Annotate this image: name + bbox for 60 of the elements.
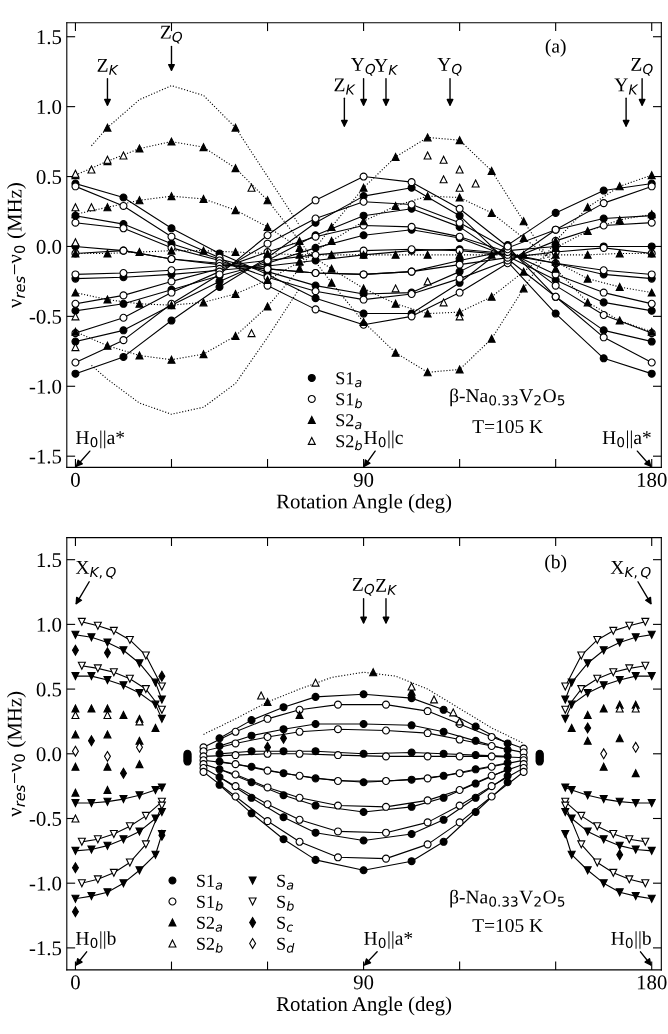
y-tick-label: 1.5 xyxy=(37,553,62,568)
legend-label: S2$_{a}$ xyxy=(197,916,223,932)
x-tick-label: 180 xyxy=(637,975,667,990)
y-axis-title: ν$_{res}$−ν$_{0}$ (MHz) xyxy=(7,183,26,309)
y-tick-label: -0.5 xyxy=(29,309,62,324)
legend-label: S$_{c}$ xyxy=(277,916,294,932)
annotation: Z$_{Q}$ xyxy=(160,25,183,44)
annotation: Y$_{K}$ xyxy=(374,58,399,75)
legend-label: S$_{d}$ xyxy=(277,937,295,953)
annotation: H$_{0}$||a* xyxy=(76,430,125,449)
legend-label: S2$_{b}$ xyxy=(197,937,223,953)
annotation: H$_{0}$||a* xyxy=(364,931,413,949)
y-tick-label: -0.5 xyxy=(29,811,62,827)
y-tick-label: 1.5 xyxy=(37,30,62,45)
x-tick-label: 90 xyxy=(353,975,374,990)
x-tick-label: 90 xyxy=(353,472,374,487)
legend-label: S2$_{a}$ xyxy=(336,414,362,430)
x-tick-label: 0 xyxy=(71,975,80,990)
annotation: Z$_{Q}$ xyxy=(631,57,653,76)
annotation: (b) xyxy=(545,554,567,573)
annotation: β-Na$_{0.33}$V$_{2}$O$_{5}$ xyxy=(450,889,565,908)
y-tick-label: -1.5 xyxy=(29,941,62,956)
legend-label: S1$_{a}$ xyxy=(197,874,223,890)
x-tick-label: 180 xyxy=(637,472,667,487)
y-tick-label: 0.0 xyxy=(36,239,62,254)
annotation: Z$_{K}$ xyxy=(97,58,119,75)
legend-label: S1$_{b}$ xyxy=(336,393,362,409)
annotation: Y$_{K}$ xyxy=(614,78,639,95)
x-tick-label: 0 xyxy=(71,472,80,487)
annotation: H$_{0}$||b xyxy=(76,931,116,949)
annotation: X$_{K,Q}$ xyxy=(75,561,116,579)
y-tick-label: 0.5 xyxy=(36,682,62,697)
x-axis-title: Rotation Angle (deg) xyxy=(276,996,452,1016)
legend-label: S$_{b}$ xyxy=(277,895,294,911)
annotation: β-Na$_{0.33}$V$_{2}$O$_{5}$ xyxy=(450,388,565,407)
annotation: H$_{0}$||a* xyxy=(602,430,651,449)
y-tick-label: -1.0 xyxy=(29,876,62,891)
legend-label: S$_{a}$ xyxy=(277,874,294,890)
annotation: Z$_{Q}$ xyxy=(352,578,375,596)
annotation: Y$_{Q}$ xyxy=(350,57,376,76)
y-tick-label: 0.5 xyxy=(36,169,62,185)
y-axis-title: ν$_{res}$−ν$_{0}$ (MHz) xyxy=(7,691,26,817)
annotation: T=105 K xyxy=(472,918,543,933)
annotation: X$_{K,Q}$ xyxy=(610,561,651,579)
y-tick-label: 1.0 xyxy=(37,100,62,115)
annotation: T=105 K xyxy=(472,419,543,434)
annotation: (a) xyxy=(545,39,566,57)
annotation: H$_{0}$||b xyxy=(611,931,651,949)
x-axis-title: Rotation Angle (deg) xyxy=(276,493,452,513)
y-tick-label: -1.5 xyxy=(29,449,62,464)
annotation: Z$_{K}$ xyxy=(334,78,356,95)
legend-label: S1$_{a}$ xyxy=(336,372,362,388)
annotation: Y$_{Q}$ xyxy=(437,57,462,76)
legend-label: S1$_{b}$ xyxy=(197,895,223,911)
annotation: H$_{0}$||c xyxy=(364,430,403,449)
y-tick-label: -1.0 xyxy=(29,379,62,394)
annotation: Z$_{K}$ xyxy=(376,578,398,595)
y-tick-label: 1.0 xyxy=(37,617,62,632)
y-tick-label: 0.0 xyxy=(36,747,62,762)
legend-label: S2$_{b}$ xyxy=(336,435,362,451)
